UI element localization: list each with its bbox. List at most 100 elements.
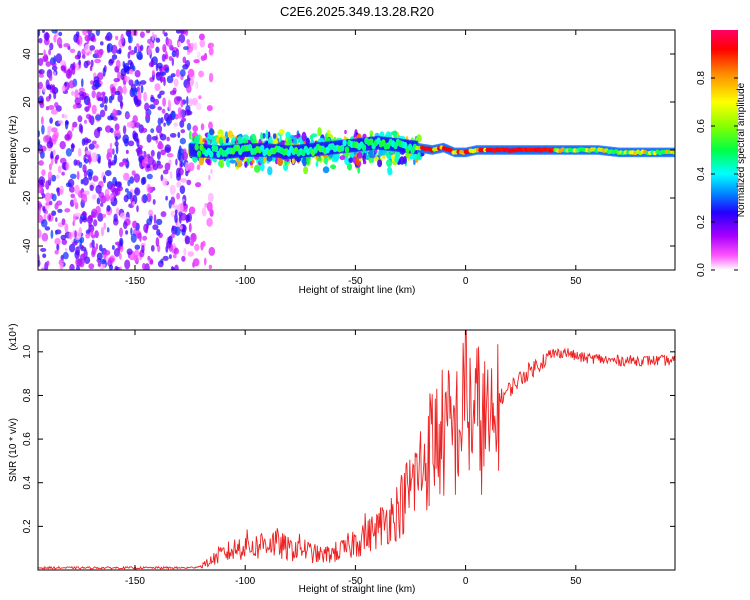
spectrogram-cell [151, 31, 155, 42]
spectrogram-cell [65, 120, 69, 126]
spectrogram-cell [134, 46, 138, 54]
spectrogram-cell [133, 173, 140, 183]
spectrogram-cell [115, 135, 118, 143]
spectrogram-cell [74, 184, 80, 195]
spectrogram-cell [236, 158, 243, 168]
spectrogram-cell [333, 152, 340, 161]
spectrogram-cell [144, 263, 150, 270]
spectrogram-cell [136, 138, 140, 147]
spectrogram-cell [187, 251, 194, 257]
spectrogram-cell [166, 153, 174, 158]
spectrogram-cell [124, 259, 131, 270]
spectrogram-cell [45, 210, 48, 215]
snr-x-tick-label: -100 [235, 576, 255, 587]
spectrogram-cell [99, 103, 105, 108]
snr-scale-label: (x10⁴) [8, 323, 19, 350]
spectrogram-cell [84, 138, 92, 144]
spectrogram-cell [88, 143, 95, 150]
spectrogram-cell [63, 114, 68, 119]
spectrogram-cell [186, 39, 190, 45]
spectrogram-cell [44, 226, 51, 231]
spectrogram-cell [116, 185, 123, 192]
spectrogram-cell [64, 208, 71, 213]
spectrogram-cell [169, 184, 176, 195]
spectrogram-carrier-cell [213, 145, 219, 153]
spectrogram-cell [85, 150, 92, 155]
spectrogram-cell [208, 121, 213, 130]
spectrogram-cell [175, 158, 178, 166]
spectrogram-cell [127, 51, 131, 59]
snr-x-tick-label: -50 [348, 576, 363, 587]
spectrogram-cell [192, 258, 200, 267]
spectrogram-cell [157, 106, 162, 111]
snr-x-label: Height of straight line (km) [299, 584, 416, 595]
spectrogram-cell [81, 78, 84, 88]
spectrogram-cell [50, 157, 54, 166]
spectrogram-x-tick-label: -100 [235, 276, 255, 287]
spectrogram-cell [267, 166, 273, 176]
colorbar-gradient [711, 30, 738, 270]
spectrogram-cell [198, 33, 205, 41]
spectrogram-y-tick-label: 0 [22, 147, 33, 153]
spectrogram-cell [156, 151, 161, 160]
spectrogram-cell [416, 134, 422, 143]
spectrogram-cell [38, 184, 43, 194]
spectrogram-cell [177, 131, 181, 139]
spectrogram-cell [208, 246, 216, 256]
spectrogram-cell [193, 59, 200, 64]
spectrogram-cell [190, 42, 194, 48]
spectrogram-cell [179, 30, 185, 34]
spectrogram-cell [171, 50, 177, 58]
spectrogram-cell [159, 133, 167, 141]
spectrogram-cell [44, 192, 52, 203]
spectrogram-cell [89, 45, 96, 51]
spectrogram-cell [177, 203, 184, 213]
spectrogram-cell [160, 117, 164, 124]
spectrogram-cell [166, 75, 174, 84]
spectrogram-cell [156, 164, 164, 169]
spectrogram-cell [150, 245, 155, 252]
spectrogram-cell [65, 182, 72, 188]
spectrogram-cell [201, 207, 207, 217]
spectrogram-cell [115, 144, 119, 155]
spectrogram-cell [173, 96, 181, 105]
spectrogram-cell [78, 147, 82, 157]
spectrogram-cell [54, 102, 59, 108]
spectrogram-cell [68, 80, 75, 89]
spectrogram-cell [124, 138, 129, 147]
spectrogram-cell [152, 159, 157, 168]
spectrogram-cell [145, 112, 150, 119]
spectrogram-cell [92, 140, 97, 145]
spectrogram-cell [177, 41, 182, 47]
spectrogram-cell [61, 218, 66, 226]
spectrogram-cell [262, 132, 266, 139]
spectrogram-cell [181, 224, 187, 233]
spectrogram-cell [78, 258, 85, 268]
spectrogram-cell [114, 141, 119, 147]
spectrogram-cell [109, 127, 114, 133]
spectrogram-cell [104, 188, 110, 197]
spectrogram-cell [169, 171, 173, 180]
spectrogram-cell [107, 148, 114, 155]
spectrogram-cell [108, 257, 115, 263]
spectrogram-cell [148, 209, 154, 217]
spectrogram-cell [197, 51, 201, 61]
spectrogram-cell [73, 159, 78, 166]
spectrogram-cell [87, 155, 92, 163]
spectrogram-cell [302, 156, 307, 167]
spectrogram-cell [150, 149, 155, 157]
spectrogram-cell [195, 81, 199, 90]
spectrogram-cell [38, 229, 42, 239]
spectrogram-cell [144, 102, 150, 112]
spectrogram-cell [147, 186, 154, 192]
spectrogram-cell [301, 131, 307, 142]
spectrogram-cell [90, 59, 94, 68]
spectrogram-cell [130, 233, 137, 243]
spectrogram-cell [170, 73, 176, 78]
spectrogram-cell [182, 151, 188, 161]
spectrogram-cell [96, 50, 103, 59]
snr-panel: -150 -100 -50 0 50 0.2 0.4 0.6 0.8 1.0 Height of… [8, 323, 676, 595]
spectrogram-cell [95, 243, 99, 250]
spectrogram-cell [179, 137, 186, 145]
spectrogram-cell [164, 67, 170, 73]
